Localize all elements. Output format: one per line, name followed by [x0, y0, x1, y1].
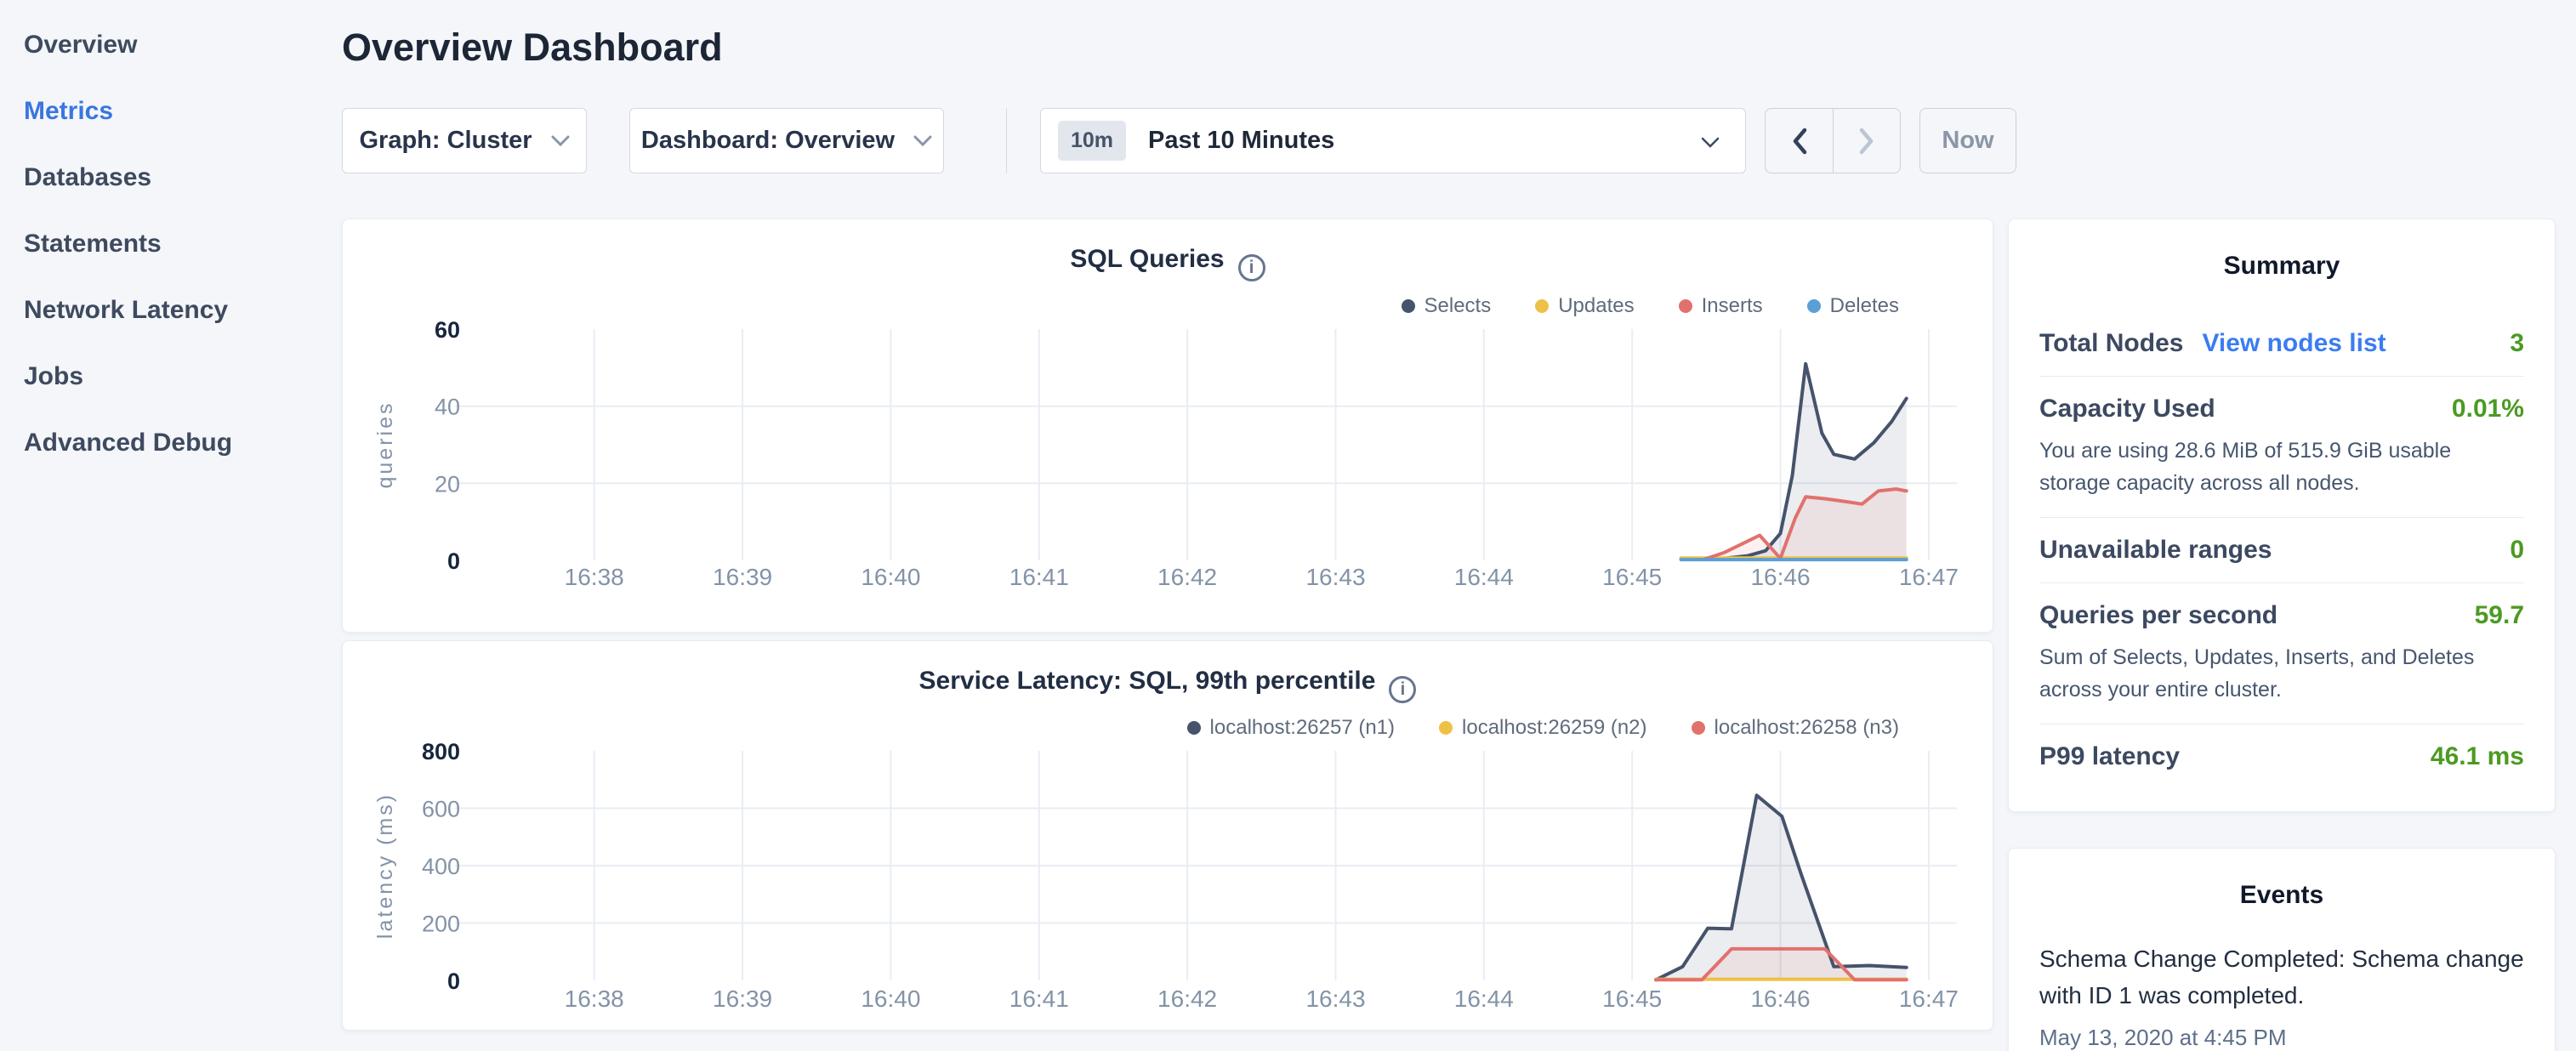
sidebar-item-databases[interactable]: Databases	[0, 145, 340, 211]
events-title: Events	[2039, 881, 2524, 910]
dashboard-dropdown[interactable]: Dashboard: Overview	[629, 108, 944, 173]
time-step-buttons	[1765, 108, 1901, 173]
chevron-left-icon	[1792, 128, 1807, 155]
sql-queries-chart-card: SQL Queriesi SelectsUpdatesInsertsDelete…	[342, 219, 1993, 633]
svg-text:latency (ms): latency (ms)	[373, 793, 397, 939]
time-range-badge: 10m	[1058, 121, 1126, 161]
svg-text:16:43: 16:43	[1305, 564, 1365, 590]
svg-text:16:38: 16:38	[565, 564, 624, 590]
svg-text:16:41: 16:41	[1009, 986, 1069, 1012]
svg-text:16:38: 16:38	[565, 986, 624, 1012]
svg-text:40: 40	[435, 395, 460, 420]
sidebar-item-jobs[interactable]: Jobs	[0, 344, 340, 410]
svg-text:16:40: 16:40	[861, 564, 920, 590]
time-back-button[interactable]	[1766, 109, 1833, 173]
svg-text:16:46: 16:46	[1750, 564, 1810, 590]
chevron-down-icon	[1701, 137, 1720, 148]
svg-text:16:42: 16:42	[1157, 564, 1217, 590]
summary-panel: Summary Total Nodes View nodes list 3 Ca…	[2008, 219, 2556, 812]
time-range-label: Past 10 Minutes	[1148, 127, 1334, 155]
view-nodes-list-link[interactable]: View nodes list	[2202, 329, 2386, 358]
summary-value: 3	[2510, 329, 2524, 358]
sidebar-item-network-latency[interactable]: Network Latency	[0, 277, 340, 344]
svg-text:0: 0	[447, 969, 460, 994]
chevron-down-icon	[913, 135, 932, 146]
events-panel: Events Schema Change Completed: Schema c…	[2008, 848, 2556, 1051]
svg-text:16:39: 16:39	[713, 986, 772, 1012]
summary-row-capacity-used: Capacity Used 0.01% You are using 28.6 M…	[2039, 377, 2524, 518]
summary-label: Total Nodes	[2039, 329, 2183, 358]
svg-text:400: 400	[422, 854, 460, 879]
svg-text:200: 200	[422, 912, 460, 937]
summary-label: Unavailable ranges	[2039, 536, 2272, 565]
toolbar: Graph: Cluster Dashboard: Overview 10m P…	[342, 108, 2016, 173]
summary-value: 0	[2510, 536, 2524, 565]
dashboard-dropdown-label: Dashboard: Overview	[641, 127, 895, 155]
summary-label: P99 latency	[2039, 742, 2180, 771]
svg-text:16:39: 16:39	[713, 564, 772, 590]
summary-label: Capacity Used	[2039, 395, 2215, 423]
svg-text:600: 600	[422, 797, 460, 822]
event-list-item[interactable]: Schema Change Completed: Schema change w…	[2039, 940, 2524, 1051]
svg-text:16:46: 16:46	[1750, 986, 1810, 1012]
chart-title: Service Latency: SQL, 99th percentile	[919, 667, 1376, 695]
chart-title: SQL Queries	[1070, 245, 1224, 273]
graph-dropdown-label: Graph: Cluster	[359, 127, 532, 155]
summary-row-queries-per-second: Queries per second 59.7 Sum of Selects, …	[2039, 583, 2524, 724]
summary-label: Queries per second	[2039, 601, 2277, 630]
summary-value: 59.7	[2475, 601, 2524, 630]
info-icon[interactable]: i	[1238, 254, 1265, 281]
summary-value: 0.01%	[2452, 395, 2524, 423]
summary-row-unavailable-ranges: Unavailable ranges 0	[2039, 518, 2524, 583]
svg-text:16:41: 16:41	[1009, 564, 1069, 590]
summary-title: Summary	[2039, 252, 2524, 281]
graph-dropdown[interactable]: Graph: Cluster	[342, 108, 587, 173]
svg-text:16:45: 16:45	[1602, 564, 1662, 590]
svg-text:16:47: 16:47	[1899, 564, 1959, 590]
svg-text:16:44: 16:44	[1454, 564, 1514, 590]
sidebar-item-advanced-debug[interactable]: Advanced Debug	[0, 410, 340, 476]
sidebar-item-metrics[interactable]: Metrics	[0, 78, 340, 145]
chevron-down-icon	[551, 135, 570, 146]
chart-title-row: SQL Queries i	[343, 245, 1993, 281]
svg-text:800: 800	[422, 739, 460, 764]
now-button[interactable]: Now	[1919, 108, 2016, 173]
svg-text:60: 60	[435, 317, 460, 343]
time-range-picker[interactable]: 10m Past 10 Minutes	[1040, 108, 1746, 173]
summary-description: You are using 28.6 MiB of 515.9 GiB usab…	[2039, 435, 2524, 499]
svg-text:16:40: 16:40	[861, 986, 920, 1012]
sidebar-item-statements[interactable]: Statements	[0, 211, 340, 277]
svg-text:16:44: 16:44	[1454, 986, 1514, 1012]
svg-text:queries: queries	[373, 401, 397, 489]
event-timestamp: May 13, 2020 at 4:45 PM	[2039, 1025, 2524, 1051]
summary-description: Sum of Selects, Updates, Inserts, and De…	[2039, 642, 2524, 706]
svg-text:16:42: 16:42	[1157, 986, 1217, 1012]
page-title: Overview Dashboard	[342, 24, 723, 71]
svg-text:16:45: 16:45	[1602, 986, 1662, 1012]
event-message: Schema Change Completed: Schema change w…	[2039, 940, 2524, 1014]
sidebar: Overview Metrics Databases Statements Ne…	[0, 12, 340, 476]
summary-value: 46.1 ms	[2431, 742, 2524, 771]
svg-text:20: 20	[435, 471, 460, 497]
chart-title-row: Service Latency: SQL, 99th percentile i	[343, 667, 1993, 703]
sidebar-item-overview[interactable]: Overview	[0, 12, 340, 78]
info-icon[interactable]: i	[1389, 676, 1416, 703]
svg-text:16:43: 16:43	[1305, 986, 1365, 1012]
time-forward-button[interactable]	[1833, 109, 1900, 173]
service-latency-plot[interactable]: 16:38 16:39 16:40 16:41 16:42 16:43 16:44 16:45…	[343, 733, 1994, 1026]
toolbar-divider	[1006, 108, 1007, 173]
sql-queries-plot[interactable]: 16:38 16:39 16:40 16:41 16:42 16:43 16:44 16:45…	[343, 311, 1994, 605]
summary-row-total-nodes: Total Nodes View nodes list 3	[2039, 311, 2524, 377]
svg-text:0: 0	[447, 548, 460, 574]
svg-text:16:47: 16:47	[1899, 986, 1959, 1012]
chevron-right-icon	[1859, 128, 1874, 155]
service-latency-chart-card: Service Latency: SQL, 99th percentile i l…	[342, 640, 1993, 1031]
summary-row-p99-latency: P99 latency 46.1 ms	[2039, 724, 2524, 789]
